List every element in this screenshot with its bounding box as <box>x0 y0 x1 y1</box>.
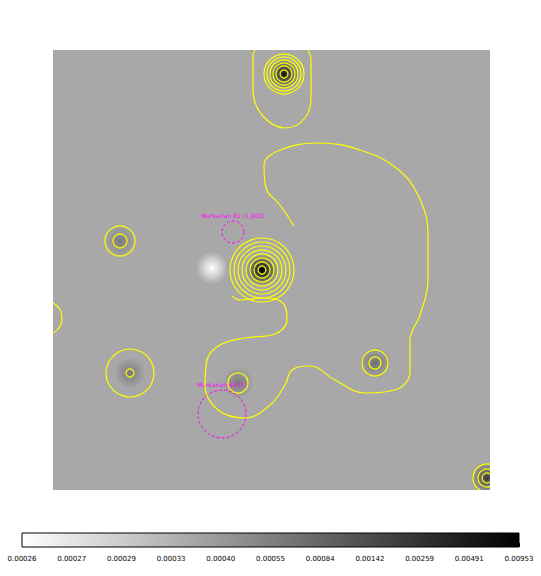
svg-text:0.00084: 0.00084 <box>306 555 335 563</box>
svg-text:0.00033: 0.00033 <box>157 555 186 563</box>
svg-text:0.00142: 0.00142 <box>355 555 384 563</box>
svg-text:0.00027: 0.00027 <box>57 555 86 563</box>
svg-text:0.00026: 0.00026 <box>8 555 37 563</box>
svg-text:Markarian 63 (1): Markarian 63 (1) <box>197 380 247 388</box>
svg-text:0.00491: 0.00491 <box>455 555 484 563</box>
svg-text:0.00029: 0.00029 <box>107 555 136 563</box>
svg-text:0.00953: 0.00953 <box>505 555 534 563</box>
svg-text:0.00259: 0.00259 <box>405 555 434 563</box>
svg-text:Markarian 61 (1,003): Markarian 61 (1,003) <box>201 212 264 219</box>
svg-text:0.00055: 0.00055 <box>256 555 285 563</box>
svg-text:0.00040: 0.00040 <box>206 555 235 563</box>
